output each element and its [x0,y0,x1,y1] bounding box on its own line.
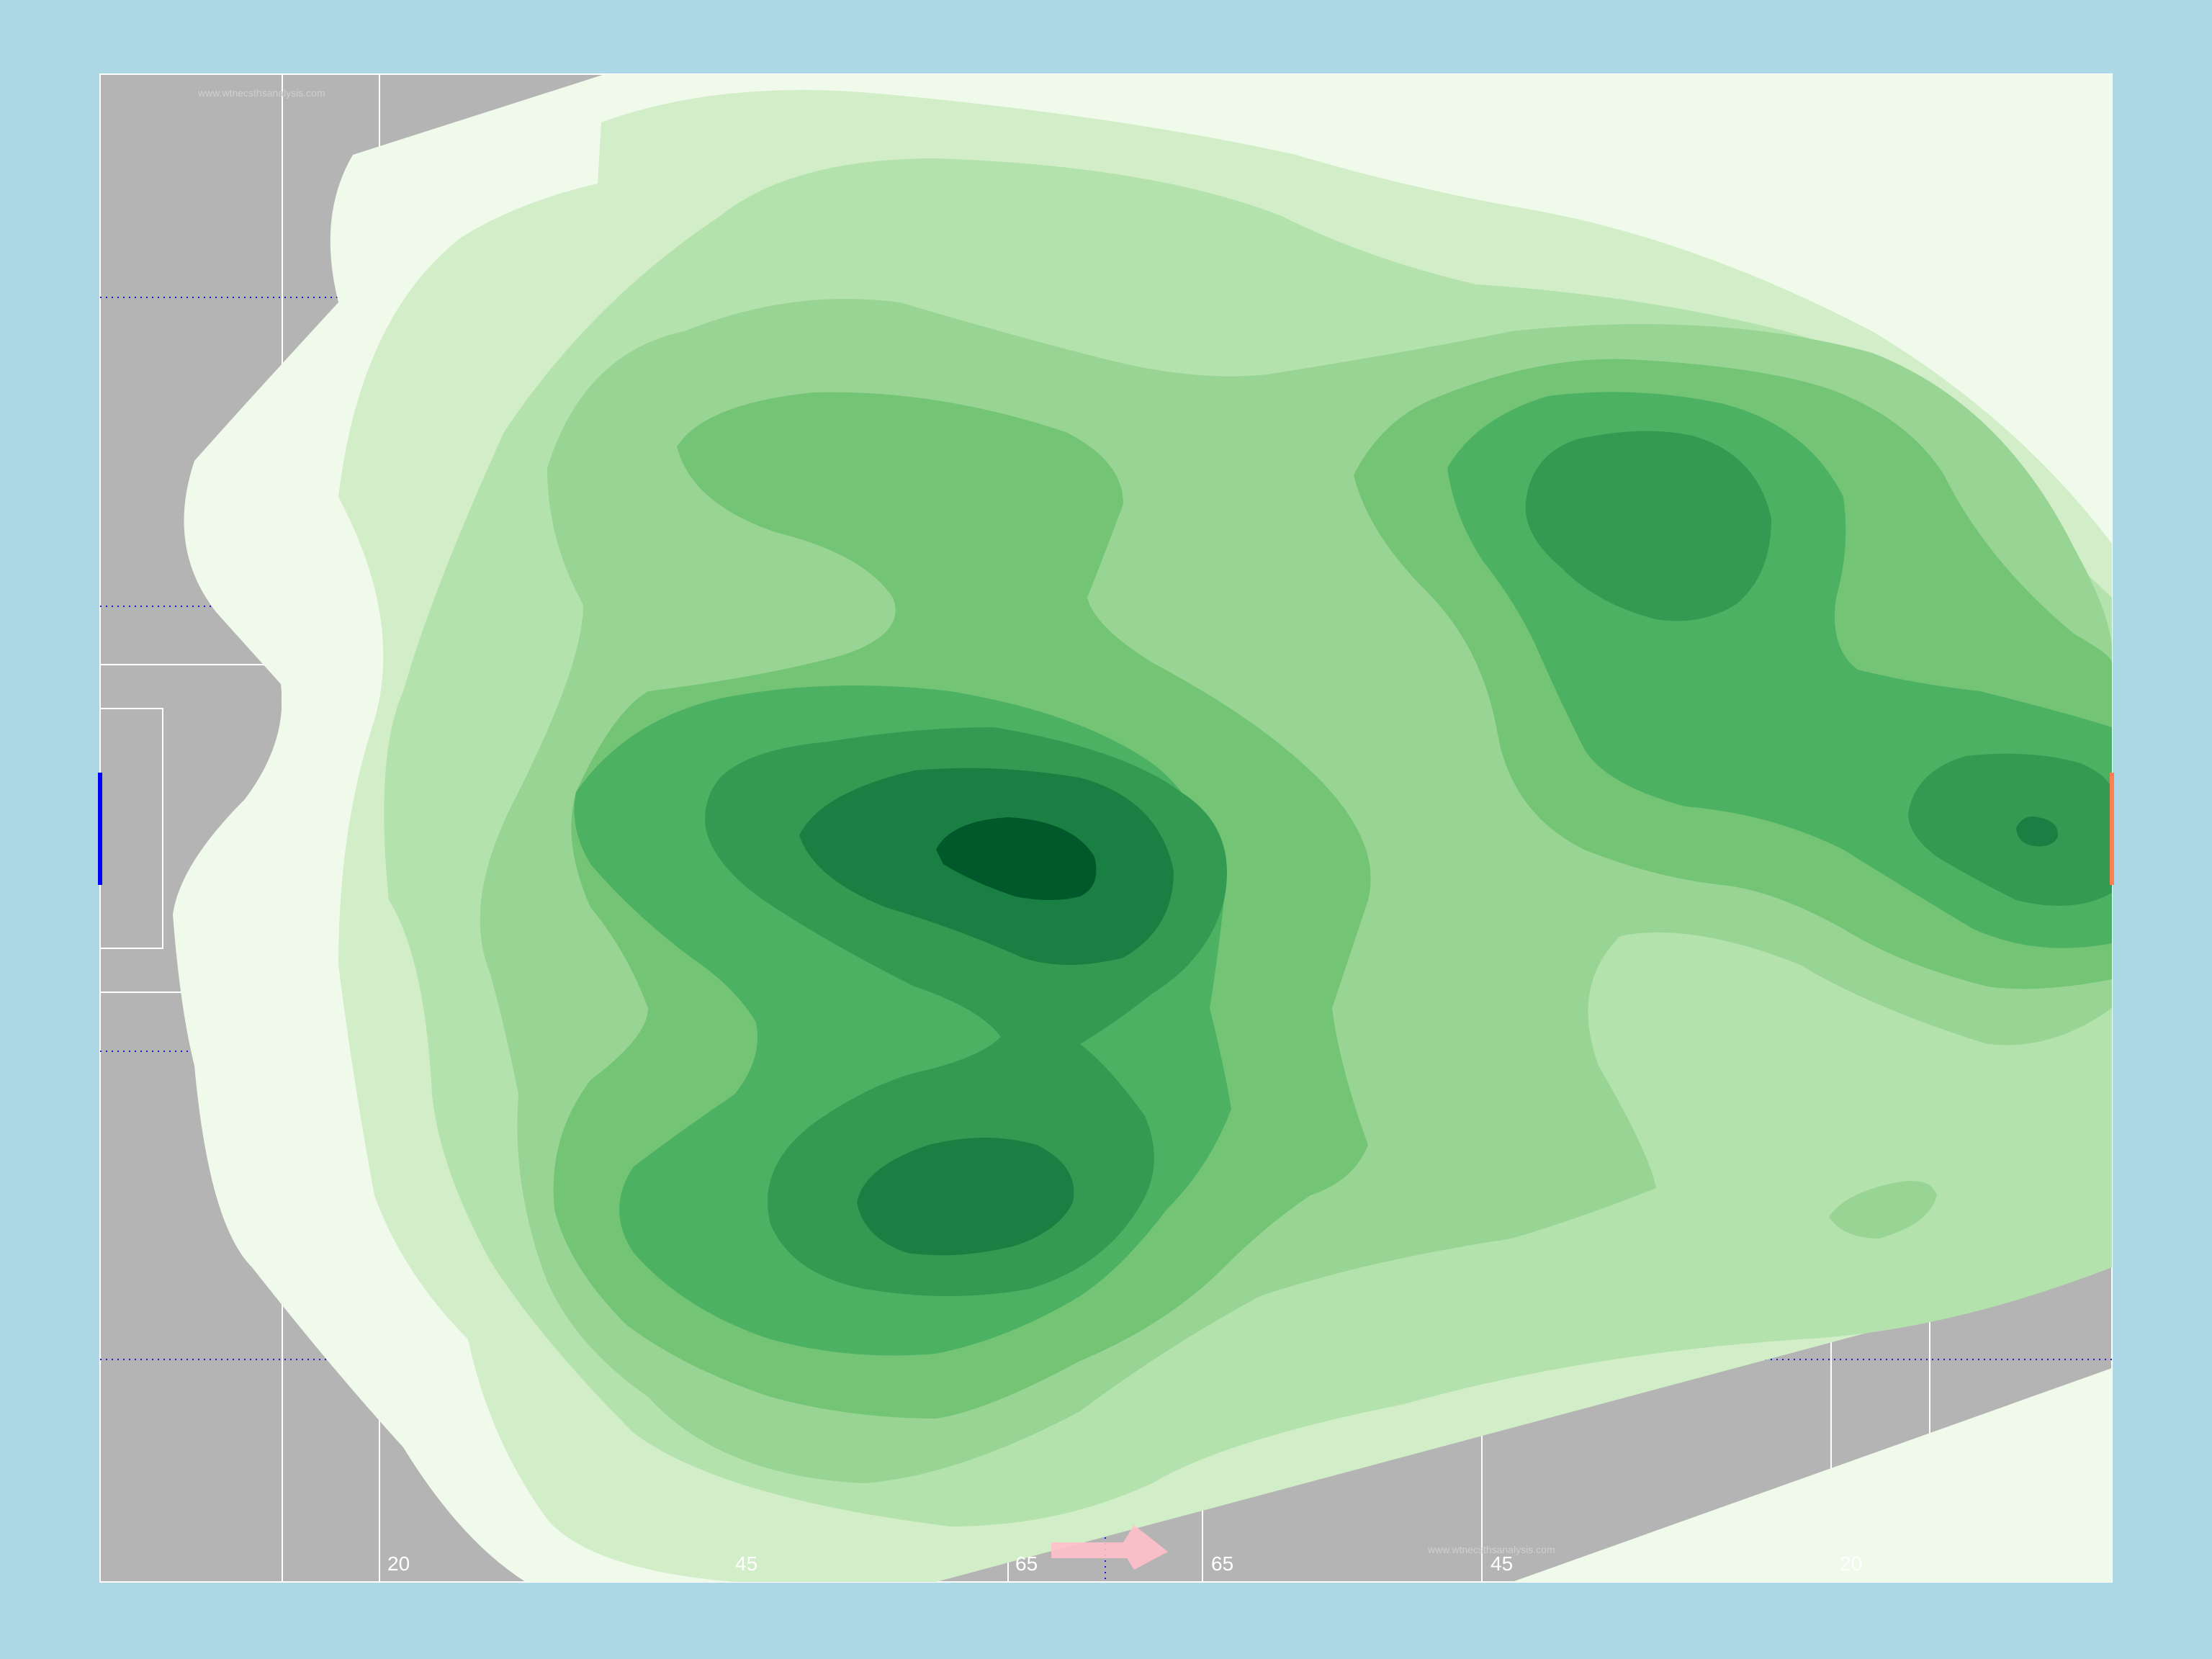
x-tick-label: 65 [1211,1552,1233,1575]
goal-area-left [100,708,163,949]
x-tick-label: 45 [735,1552,757,1575]
contour-level-7-b [1525,431,1771,621]
goal-right [2110,773,2114,885]
contour-level-8-c [2016,817,2059,847]
contour-level-4-spot [1829,1181,1937,1238]
goal-left [98,773,102,885]
x-tick-label: 65 [1015,1552,1038,1575]
density-contours [173,74,2112,1582]
contour-level-8-b [857,1138,1074,1256]
direction-arrow-icon [1051,1525,1168,1570]
x-tick-label: 20 [1840,1552,1862,1575]
contour-level-1-strip [1512,1368,2112,1582]
watermark: www.wtnecsthsanalysis.com [197,87,325,99]
watermark: www.wtnecsthsanalysis.com [1427,1544,1555,1555]
x-tick-label: 20 [387,1552,410,1575]
x-tick-label: 45 [1491,1552,1513,1575]
contour-level-7-c [1908,753,2112,906]
contour-level-9 [936,817,1097,900]
